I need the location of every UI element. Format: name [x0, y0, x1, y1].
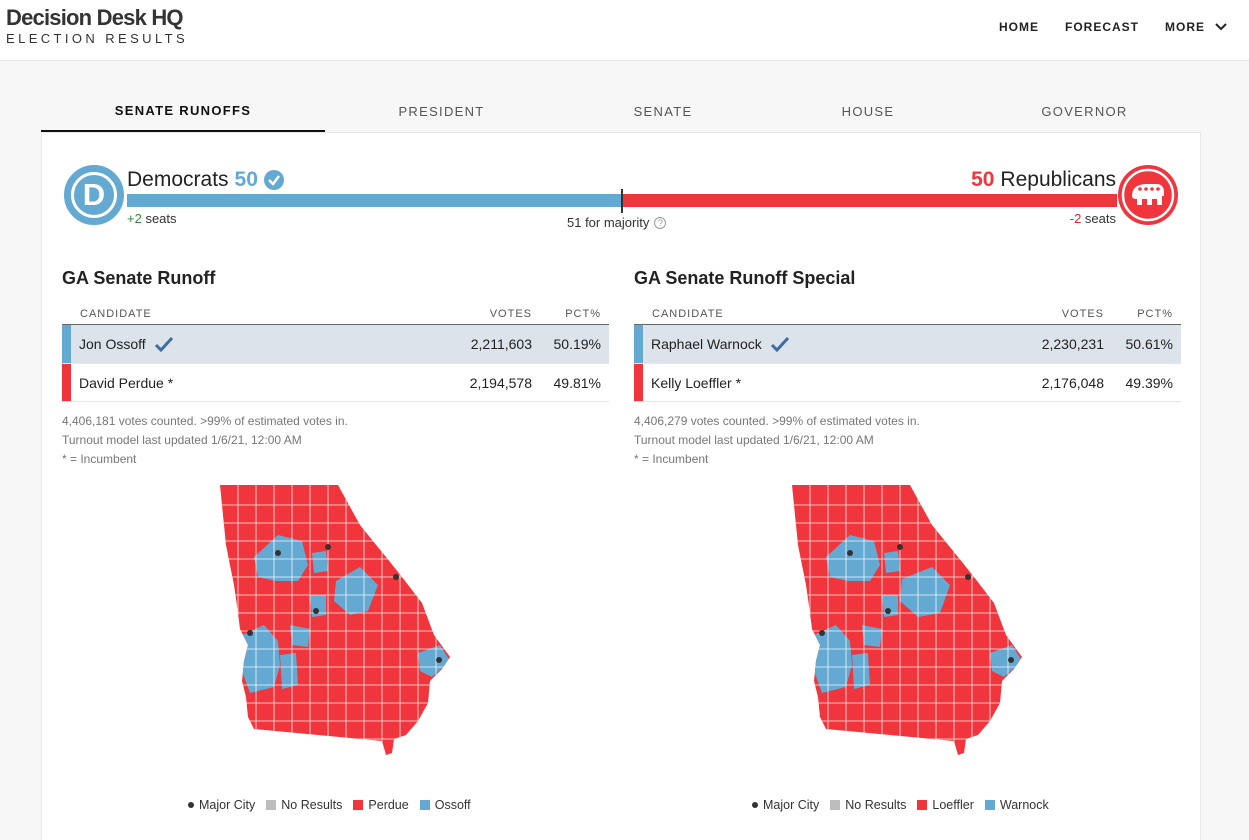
tab-president[interactable]: PRESIDENT	[398, 103, 485, 119]
site-logo[interactable]: Decision Desk HQ ELECTION RESULTS	[6, 5, 189, 47]
tab-senate-runoffs[interactable]: SENATE RUNOFFS	[41, 90, 325, 132]
top-bar: Decision Desk HQ ELECTION RESULTS HOME F…	[0, 0, 1249, 61]
logo-title: Decision Desk HQ	[6, 5, 184, 30]
chevron-down-icon	[1215, 23, 1227, 31]
race-title: GA Senate Runoff	[62, 268, 216, 288]
party-swatch	[634, 364, 643, 401]
republican-elephant-icon	[1118, 165, 1178, 225]
race-ga-senate-runoff-special: GA Senate Runoff Special CANDIDATE VOTES…	[634, 268, 1181, 469]
table-row[interactable]: David Perdue * 2,194,578 49.81%	[62, 364, 609, 402]
map-legend-2: Major City No Results Loeffler Warnock	[752, 798, 1049, 812]
race-ga-senate-runoff: GA Senate Runoff CANDIDATE VOTES PCT% Jo…	[62, 268, 609, 469]
tab-governor[interactable]: GOVERNOR	[1041, 103, 1128, 119]
table-row[interactable]: Jon Ossoff 2,211,603 50.19%	[62, 325, 609, 364]
logo-subtitle: ELECTION RESULTS	[6, 31, 189, 46]
legend-perdue: Perdue	[353, 798, 409, 812]
republicans-seat-count: 50	[971, 168, 995, 191]
republicans-label: 50 Republicans	[971, 168, 1116, 191]
democrats-label: Democrats 50	[127, 168, 284, 192]
republicans-seat-bar	[623, 194, 1117, 207]
legend-ossoff: Ossoff	[419, 798, 471, 812]
nav-home[interactable]: HOME	[999, 20, 1039, 34]
democrats-seat-bar	[127, 194, 621, 207]
nav-more[interactable]: MORE	[1165, 20, 1227, 34]
race-notes: 4,406,279 votes counted. >99% of estimat…	[634, 414, 920, 466]
legend-loeffler: Loeffler	[917, 798, 974, 812]
republicans-seat-change: -2 seats	[1069, 211, 1116, 226]
legend-no-results: No Results	[830, 798, 906, 812]
legend-major-city: Major City	[752, 798, 819, 812]
table-header: CANDIDATE VOTES PCT%	[634, 308, 1181, 325]
help-icon[interactable]: ?	[654, 216, 667, 229]
party-swatch	[62, 364, 71, 401]
nav-more-label: MORE	[1165, 20, 1205, 34]
table-header: CANDIDATE VOTES PCT%	[62, 308, 609, 325]
legend-no-results: No Results	[266, 798, 342, 812]
georgia-county-map-1[interactable]	[218, 485, 458, 755]
party-swatch	[634, 325, 643, 363]
map-legend-1: Major City No Results Perdue Ossoff	[188, 798, 471, 812]
check-circle-icon	[263, 170, 284, 190]
majority-threshold: 51 for majority ?	[567, 215, 667, 230]
democrats-seat-count: 50	[234, 168, 258, 191]
legend-major-city: Major City	[188, 798, 255, 812]
race-tabs: SENATE RUNOFFS PRESIDENT SENATE HOUSE GO…	[41, 90, 1201, 132]
race-notes: 4,406,181 votes counted. >99% of estimat…	[62, 414, 348, 466]
main-nav: HOME FORECAST MORE	[999, 20, 1227, 34]
checkmark-icon	[770, 336, 789, 352]
legend-warnock: Warnock	[984, 798, 1049, 812]
table-row[interactable]: Raphael Warnock 2,230,231 50.61%	[634, 325, 1181, 364]
majority-marker	[621, 189, 623, 213]
georgia-county-map-2[interactable]	[790, 485, 1030, 755]
nav-forecast[interactable]: FORECAST	[1065, 20, 1139, 34]
table-row[interactable]: Kelly Loeffler * 2,176,048 49.39%	[634, 364, 1181, 402]
democrats-seat-change: +2 seats	[127, 211, 177, 226]
checkmark-icon	[154, 336, 173, 352]
democrat-icon: D	[64, 165, 124, 225]
tab-senate[interactable]: SENATE	[633, 103, 693, 119]
party-swatch	[62, 325, 71, 363]
tab-house[interactable]: HOUSE	[841, 103, 895, 119]
race-title: GA Senate Runoff Special	[634, 268, 856, 288]
